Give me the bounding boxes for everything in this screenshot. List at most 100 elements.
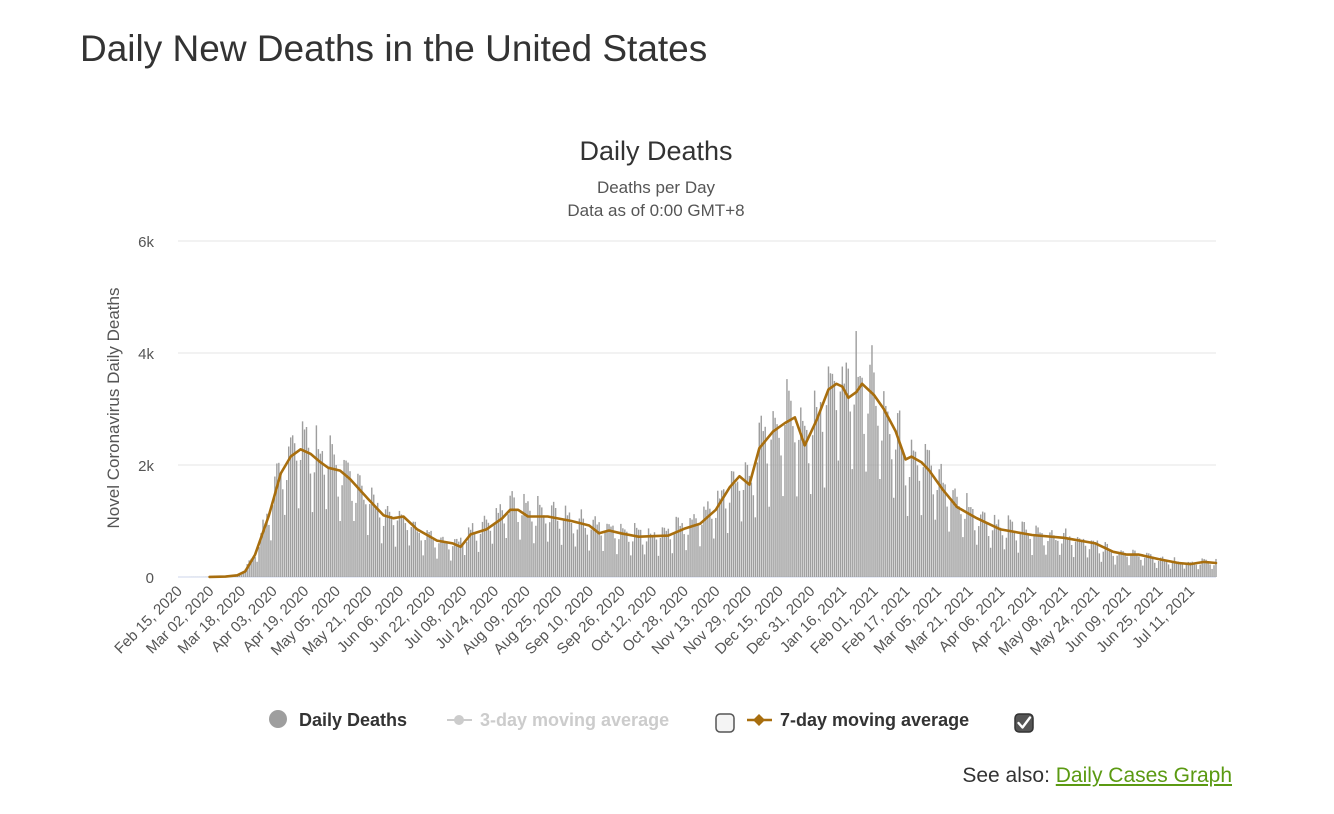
daily-deaths-bar	[1126, 556, 1128, 577]
legend-item-daily-deaths[interactable]: Daily Deaths	[269, 710, 407, 730]
daily-deaths-bar	[643, 554, 646, 577]
daily-deaths-bar	[424, 539, 426, 577]
daily-deaths-bar	[693, 514, 695, 577]
chart-subtitle-line-1: Deaths per Day	[597, 178, 716, 197]
daily-deaths-bar	[493, 525, 496, 577]
daily-deaths-bar	[461, 544, 464, 577]
daily-deaths-bar	[637, 529, 640, 577]
legend-7-day-diamond-icon	[753, 714, 765, 726]
daily-deaths-bar	[681, 523, 683, 577]
daily-deaths-bar	[286, 480, 288, 577]
daily-deaths-bar	[829, 373, 832, 577]
daily-deaths-bar	[900, 447, 903, 577]
daily-deaths-bar	[359, 475, 361, 577]
daily-deaths-bar	[380, 543, 383, 577]
daily-deaths-bar	[784, 424, 786, 577]
daily-deaths-bar	[1157, 561, 1160, 577]
daily-deaths-bar	[620, 523, 622, 577]
daily-deaths-bar	[1005, 537, 1008, 577]
daily-deaths-bar	[317, 449, 320, 577]
daily-deaths-bar	[1128, 565, 1130, 577]
legend-daily-deaths-label: Daily Deaths	[299, 710, 407, 730]
daily-deaths-bar	[1148, 553, 1150, 577]
daily-deaths-bar	[701, 524, 703, 577]
daily-deaths-bar	[851, 469, 853, 577]
daily-deaths-bar	[1159, 557, 1162, 577]
daily-deaths-bar	[989, 547, 992, 577]
daily-deaths-bar	[653, 532, 656, 577]
daily-deaths-bar	[893, 497, 895, 577]
daily-deaths-bar	[1049, 532, 1051, 577]
daily-deaths-bar	[707, 501, 709, 577]
daily-deaths-bar	[885, 405, 887, 577]
daily-deaths-bar	[817, 413, 820, 577]
daily-deaths-bar	[628, 541, 630, 577]
daily-deaths-bar	[418, 532, 420, 577]
daily-deaths-bar	[774, 417, 776, 577]
daily-deaths-bar	[861, 377, 863, 577]
daily-deaths-bar	[1106, 543, 1108, 577]
daily-deaths-bar	[578, 518, 581, 577]
daily-deaths-bar	[891, 459, 893, 577]
daily-deaths-bar	[570, 522, 573, 577]
daily-deaths-bar	[632, 541, 634, 577]
daily-deaths-bar	[375, 506, 377, 577]
daily-deaths-bar	[256, 561, 258, 577]
daily-deaths-bar	[1108, 549, 1110, 577]
daily-deaths-bar	[1199, 564, 1201, 577]
daily-deaths-bar	[400, 514, 403, 577]
daily-deaths-bar	[307, 447, 310, 577]
daily-deaths-bar	[859, 376, 861, 577]
daily-deaths-bar	[560, 544, 563, 577]
daily-deaths-bar	[798, 439, 800, 577]
daily-deaths-bar	[1155, 567, 1158, 577]
daily-deaths-bar	[981, 511, 984, 577]
daily-deaths-bar	[547, 541, 549, 577]
daily-deaths-bar	[639, 529, 642, 577]
daily-deaths-bar	[408, 545, 411, 577]
daily-deaths-bar	[467, 527, 470, 577]
daily-deaths-bar	[699, 546, 701, 577]
daily-deaths-bar	[841, 366, 844, 577]
checkbox-3-day-average[interactable]	[715, 713, 735, 733]
daily-deaths-bar	[426, 530, 428, 577]
daily-deaths-bar	[711, 518, 713, 577]
daily-deaths-bar	[1165, 560, 1168, 577]
daily-deaths-bar	[558, 528, 561, 577]
daily-deaths-bar	[1035, 525, 1037, 577]
daily-deaths-bar	[811, 435, 814, 577]
daily-deaths-bar	[685, 550, 687, 577]
daily-deaths-bar	[1017, 552, 1019, 577]
daily-deaths-bar	[345, 460, 347, 577]
daily-deaths-bar	[827, 366, 830, 577]
daily-deaths-bar	[750, 482, 753, 577]
daily-deaths-bar	[347, 462, 349, 577]
daily-deaths-bar	[454, 539, 456, 577]
legend-item-7-day-average[interactable]: 7-day moving average	[747, 710, 969, 730]
daily-deaths-bar	[598, 522, 600, 577]
daily-deaths-bar	[728, 502, 731, 577]
daily-deaths-bar	[541, 507, 543, 577]
daily-deaths-bar	[649, 533, 652, 577]
daily-deaths-bar	[1082, 538, 1085, 577]
checkbox-7-day-average[interactable]	[1014, 713, 1034, 733]
daily-deaths-bar	[238, 574, 241, 577]
daily-deaths-bar	[323, 474, 326, 577]
daily-deaths-bar	[776, 424, 778, 577]
daily-deaths-bar	[1080, 541, 1083, 577]
daily-deaths-bar	[1213, 565, 1215, 577]
legend-item-3-day-average[interactable]: 3-day moving average	[447, 710, 669, 730]
daily-deaths-bar	[786, 379, 788, 577]
daily-deaths-bar	[946, 506, 948, 577]
daily-deaths-bar	[855, 331, 857, 577]
daily-deaths-bar	[1029, 538, 1031, 577]
daily-deaths-bar	[475, 540, 478, 577]
daily-deaths-bar	[782, 496, 784, 577]
daily-deaths-bar	[938, 469, 940, 577]
daily-deaths-bar	[1146, 552, 1148, 577]
daily-deaths-bar	[867, 413, 869, 577]
daily-cases-graph-link[interactable]: Daily Cases Graph	[1055, 764, 1232, 787]
daily-deaths-bar	[386, 505, 389, 577]
daily-deaths-bar	[942, 482, 944, 577]
daily-deaths-bar	[788, 390, 790, 577]
